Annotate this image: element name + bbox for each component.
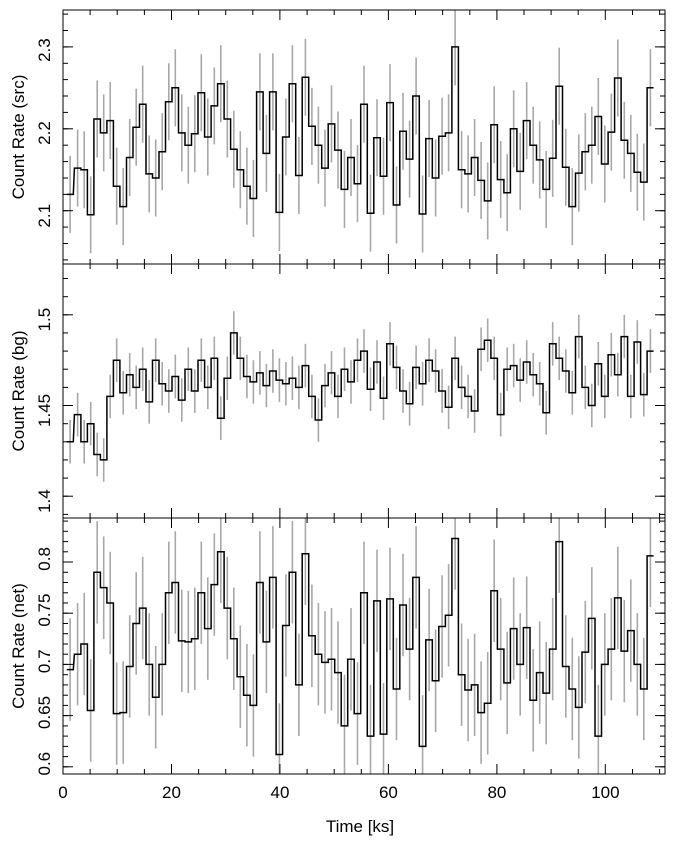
ytick-label-src-0: 2.1	[35, 204, 54, 228]
ytick-label-src-1: 2.2	[35, 121, 54, 145]
panel-bg: 1.4 1.45 1.5 Count Rate (bg)	[9, 263, 666, 519]
ytick-label-net-0: 0.6	[35, 752, 54, 776]
light-curve-bg	[66, 332, 654, 461]
error-bars-bg	[69, 311, 652, 482]
axis-ticks-src	[62, 10, 665, 264]
light-curve-src	[66, 46, 654, 216]
ytick-label-net-2: 0.7	[35, 649, 54, 673]
ytick-label-net-1: 0.65	[35, 696, 54, 729]
panel-src: 2.1 2.2 2.3 Count Rate (src)	[9, 9, 666, 265]
ylabel-src: Count Rate (src)	[9, 75, 28, 200]
ytick-label-src-2: 2.3	[35, 38, 54, 62]
ytick-label-bg-2: 1.5	[35, 308, 54, 332]
xtick-label-80: 80	[487, 783, 506, 802]
ylabel-bg: Count Rate (bg)	[9, 331, 28, 452]
xtick-label-60: 60	[379, 783, 398, 802]
ytick-label-bg-0: 1.4	[35, 489, 54, 513]
xtick-label-40: 40	[271, 783, 290, 802]
ytick-label-net-4: 0.8	[35, 547, 54, 571]
axis-ticks-net	[62, 518, 665, 774]
xtick-label-100: 100	[591, 783, 619, 802]
axis-ticks-bg	[62, 264, 665, 518]
light-curve-net	[66, 537, 654, 756]
ylabel-net: Count Rate (net)	[9, 583, 28, 709]
panel-frame-net	[62, 517, 666, 775]
ytick-label-bg-1: 1.45	[35, 394, 54, 427]
ytick-label-net-3: 0.75	[35, 594, 54, 627]
panel-frame-bg	[62, 263, 666, 519]
xlabel: Time [ks]	[326, 817, 394, 836]
xtick-label-20: 20	[162, 783, 181, 802]
xtick-label-0: 0	[58, 783, 67, 802]
panel-net: 0.6 0.65 0.7 0.75 0.8 Count Rate (net) 0…	[9, 517, 666, 836]
